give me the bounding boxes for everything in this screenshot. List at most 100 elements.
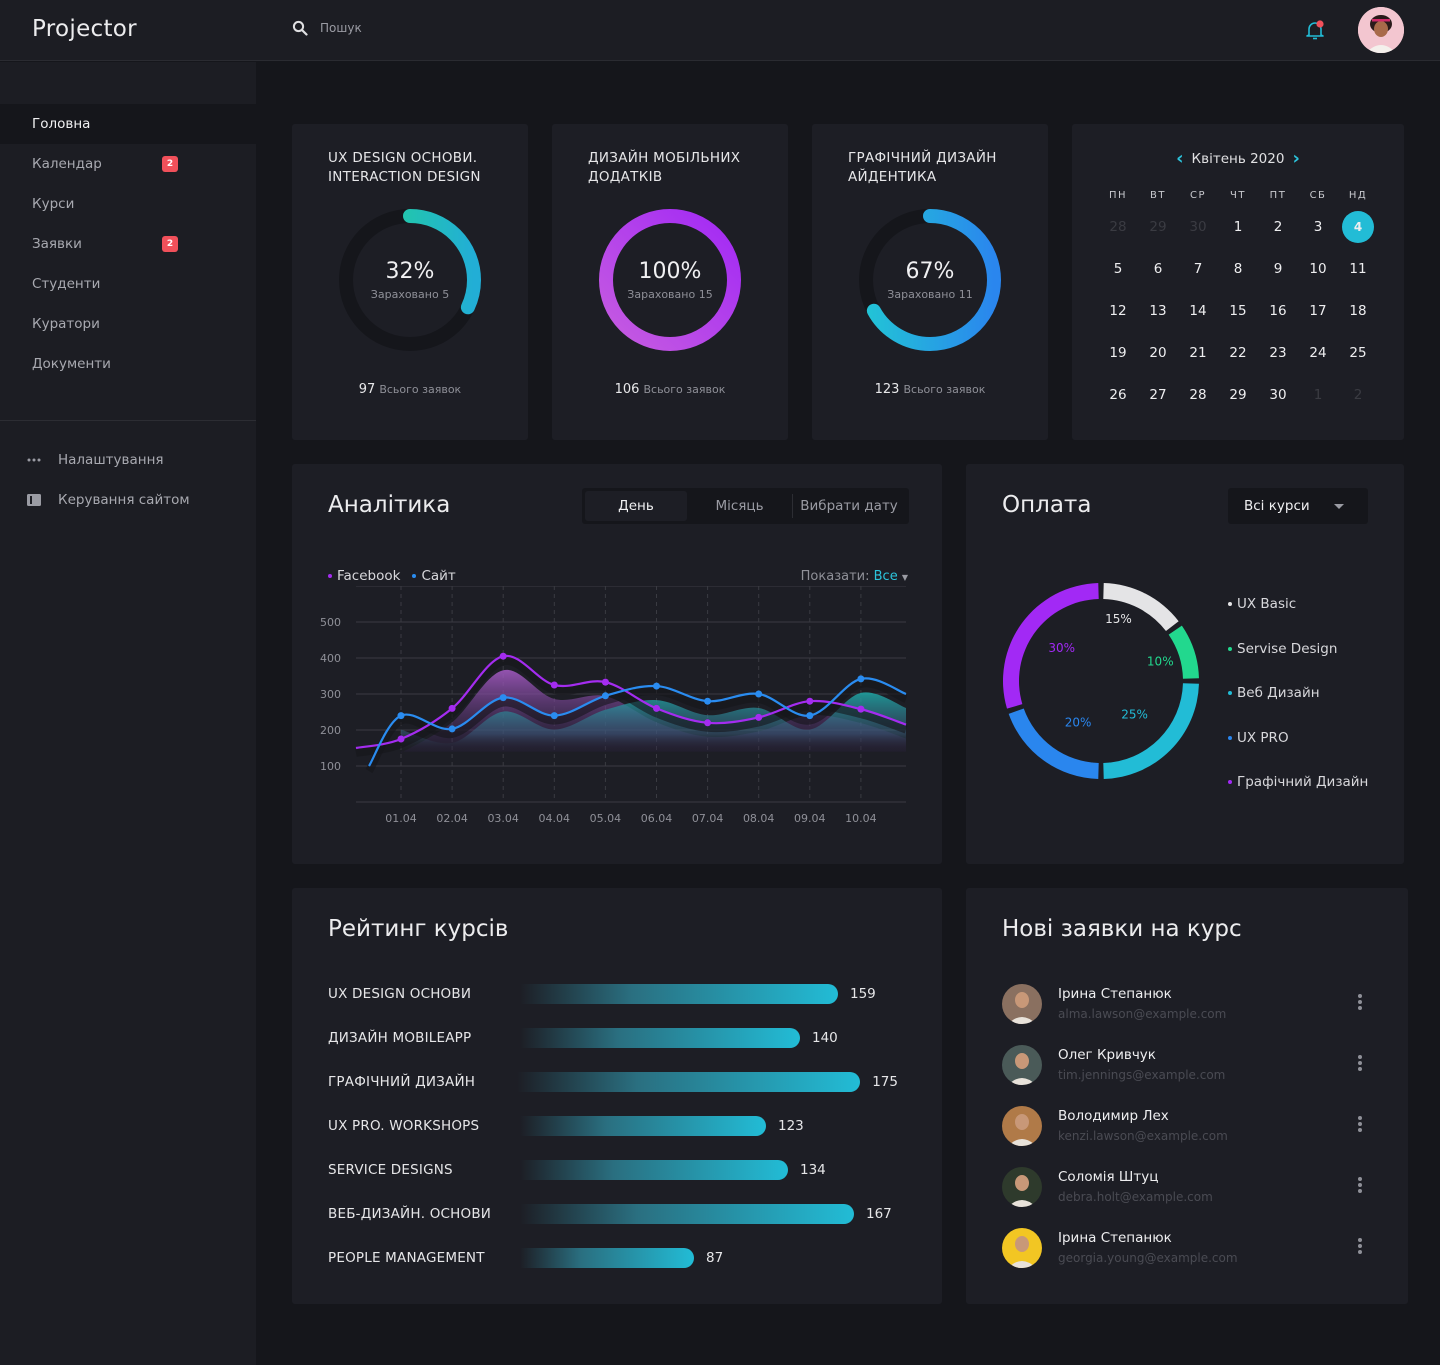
enrolled-count: Зараховано 5 [370,288,450,301]
more-vertical-icon[interactable] [1358,1177,1362,1193]
tab-day[interactable]: День [585,491,687,521]
tab-pick-date[interactable]: Вибрати дату [800,498,898,514]
calendar-day[interactable]: 6 [1153,261,1163,277]
calendar-day[interactable]: 23 [1269,345,1287,361]
application-row[interactable]: Ірина Степанюк georgia.young@example.com [1002,1226,1372,1270]
sidebar-item-home[interactable]: Головна [0,104,256,144]
calendar-day[interactable]: 26 [1109,387,1127,403]
rating-card: Рейтинг курсів UX DESIGN ОСНОВИ 159 ДИЗАЙН… [292,888,942,1304]
calendar-day[interactable]: 3 [1313,219,1323,235]
legend-dot [1228,780,1232,785]
progress-percent: 67% [905,259,955,284]
weekday-label: СР [1189,189,1206,201]
weekday-label: СБ [1309,189,1327,201]
analytics-title: Аналітика [328,492,451,518]
calendar-day[interactable]: 2 [1353,387,1363,403]
calendar-day[interactable]: 28 [1189,387,1207,403]
more-vertical-icon[interactable] [1358,1238,1362,1254]
sidebar-item-settings[interactable]: Налаштування [0,440,256,480]
calendar-day-selected[interactable]: 4 [1338,206,1378,248]
progress-percent: 100% [638,259,702,284]
calendar-day[interactable]: 12 [1109,303,1127,319]
site-point [755,690,763,698]
rating-value: 134 [800,1162,826,1178]
search-input[interactable] [320,21,520,35]
slice-label: 20% [1065,715,1092,729]
calendar-day[interactable]: 24 [1309,345,1327,361]
chevron-left-icon[interactable]: ‹ [1176,148,1184,169]
legend-item: UX Basic [1228,582,1368,627]
calendar-day[interactable]: 25 [1349,345,1367,361]
facebook-point [499,652,507,660]
sidebar-item-calendar[interactable]: Календар 2 [0,144,256,184]
calendar-day[interactable]: 27 [1149,387,1167,403]
calendar-day[interactable]: 29 [1229,387,1247,403]
user-avatar[interactable] [1358,7,1404,53]
calendar-day[interactable]: 30 [1189,219,1207,235]
x-tick-label: 05.04 [590,812,622,825]
calendar-day[interactable]: 17 [1309,303,1327,319]
payment-card: Оплата Всі курси 15% 10% 25% 20% 30% UX Basi… [966,464,1404,864]
sidebar-item-courses[interactable]: Курси [0,184,256,224]
calendar-day[interactable]: 7 [1193,261,1203,277]
tab-month[interactable]: Місяць [715,498,764,514]
calendar-day[interactable]: 2 [1273,219,1283,235]
calendar-day[interactable]: 29 [1149,219,1167,235]
more-vertical-icon[interactable] [1358,1116,1362,1132]
application-row[interactable]: Олег Кривчук tim.jennings@example.com [1002,1043,1372,1087]
application-row[interactable]: Ірина Степанюк alma.lawson@example.com [1002,982,1372,1026]
calendar-day[interactable]: 1 [1313,387,1323,403]
total-applications: 106 Всього заявок [614,382,726,397]
calendar-day[interactable]: 21 [1189,345,1207,361]
calendar-day[interactable]: 30 [1269,387,1287,403]
more-vertical-icon[interactable] [1358,1055,1362,1071]
avatar [1002,1106,1042,1146]
progress-arc [339,209,481,351]
rating-value: 167 [866,1206,892,1222]
course-card[interactable]: ГРАФІЧНИЙ ДИЗАЙН АЙДЕНТИКА 67% Зараховано … [812,124,1048,440]
calendar-day[interactable]: 13 [1149,303,1167,319]
total-applications: 97 Всього заявок [358,382,462,397]
calendar-day[interactable]: 28 [1109,219,1127,235]
calendar-day[interactable]: 9 [1273,261,1283,277]
search-box[interactable] [292,20,520,36]
course-card[interactable]: ДИЗАЙН МОБІЛЬНИХ ДОДАТКІВ 100% Зараховано … [552,124,788,440]
rating-bar [520,1116,766,1136]
rating-value: 140 [812,1030,838,1046]
calendar-day[interactable]: 15 [1229,303,1247,319]
course-card[interactable]: UX DESIGN ОСНОВИ. INTERACTION DESIGN 32% З… [292,124,528,440]
calendar-day[interactable]: 8 [1233,261,1243,277]
donut-slice [1003,583,1099,709]
calendar-day[interactable]: 22 [1229,345,1247,361]
bell-icon[interactable] [1304,19,1326,41]
sidebar-item-applications[interactable]: Заявки 2 [0,224,256,264]
sidebar-item-curators[interactable]: Куратори [0,304,256,344]
more-vertical-icon[interactable] [1358,994,1362,1010]
show-filter[interactable]: Показати: Все ▼ [800,569,908,584]
calendar-day[interactable]: 16 [1269,303,1287,319]
calendar-day[interactable]: 1 [1233,219,1243,235]
chevron-right-icon[interactable]: › [1292,148,1300,169]
sidebar-item-site-management[interactable]: Керування сайтом [0,480,256,520]
course-title: UX DESIGN ОСНОВИ. INTERACTION DESIGN [328,150,481,185]
sidebar-item-documents[interactable]: Документи [0,344,256,384]
rating-bar [516,1072,861,1092]
calendar-day[interactable]: 5 [1113,261,1123,277]
calendar-day[interactable]: 11 [1349,261,1367,277]
calendar-day[interactable]: 20 [1149,345,1167,361]
calendar-day[interactable]: 14 [1189,303,1207,319]
application-row[interactable]: Володимир Лех kenzi.lawson@example.com [1002,1104,1372,1148]
progress-ring [339,209,481,351]
sidebar-item-students[interactable]: Студенти [0,264,256,304]
calendar-day[interactable]: 10 [1309,261,1327,277]
avatar [1002,1228,1042,1268]
donut-legend: UX Basic Servise Design Веб Дизайн UX PRO Гр… [1228,582,1368,805]
calendar-day[interactable]: 18 [1349,303,1367,319]
course-filter-dropdown[interactable]: Всі курси [1228,488,1368,524]
application-row[interactable]: Соломія Штуц debra.holt@example.com [1002,1165,1372,1209]
calendar-day[interactable]: 19 [1109,345,1127,361]
avatar [1002,984,1042,1024]
site-point [550,712,558,720]
facebook-point [550,681,558,689]
app-logo[interactable]: Projector [32,16,137,42]
